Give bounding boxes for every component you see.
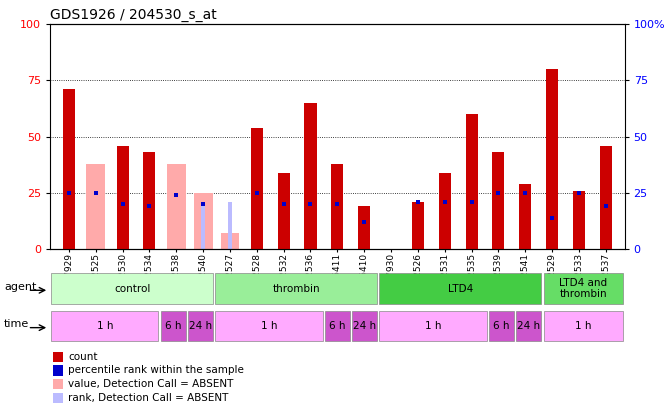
Bar — [201, 207, 205, 249]
Bar — [86, 164, 105, 249]
Bar — [519, 184, 531, 249]
Bar — [305, 103, 317, 249]
Bar — [379, 311, 487, 341]
Text: time: time — [4, 320, 29, 329]
Text: control: control — [114, 284, 150, 294]
Text: 1 h: 1 h — [261, 321, 277, 331]
Bar — [116, 146, 129, 249]
Text: 1 h: 1 h — [97, 321, 113, 331]
Bar — [53, 352, 63, 362]
Bar — [53, 393, 63, 403]
Bar — [573, 191, 585, 249]
Bar — [194, 193, 212, 249]
Text: 1 h: 1 h — [575, 321, 592, 331]
Bar — [489, 311, 514, 341]
Text: LTD4: LTD4 — [448, 284, 473, 294]
Bar — [188, 311, 213, 341]
Bar — [546, 69, 558, 249]
Bar — [215, 311, 323, 341]
Bar — [144, 152, 156, 249]
Bar — [412, 202, 424, 249]
Text: count: count — [68, 352, 98, 362]
Bar — [53, 379, 63, 389]
Bar — [439, 173, 451, 249]
Bar — [220, 233, 239, 249]
Bar — [250, 128, 263, 249]
Bar — [600, 146, 612, 249]
Text: 24 h: 24 h — [353, 321, 376, 331]
Text: 24 h: 24 h — [517, 321, 540, 331]
Bar — [379, 273, 542, 305]
Bar — [331, 164, 343, 249]
Bar — [215, 273, 377, 305]
Bar — [228, 202, 232, 249]
Bar — [492, 152, 504, 249]
Text: 6 h: 6 h — [165, 321, 182, 331]
Bar — [51, 311, 158, 341]
Text: LTD4 and
thrombin: LTD4 and thrombin — [560, 278, 608, 299]
Bar — [325, 311, 350, 341]
Text: agent: agent — [4, 282, 36, 292]
Bar — [544, 273, 623, 305]
Text: 1 h: 1 h — [425, 321, 442, 331]
Text: 24 h: 24 h — [189, 321, 212, 331]
Text: rank, Detection Call = ABSENT: rank, Detection Call = ABSENT — [68, 393, 228, 403]
Bar — [53, 365, 63, 376]
Bar — [278, 173, 290, 249]
Bar — [544, 311, 623, 341]
Bar — [63, 90, 75, 249]
Bar — [358, 207, 370, 249]
Bar — [516, 311, 542, 341]
Bar — [550, 191, 554, 249]
Text: 6 h: 6 h — [493, 321, 510, 331]
Text: GDS1926 / 204530_s_at: GDS1926 / 204530_s_at — [50, 8, 217, 22]
Bar — [352, 311, 377, 341]
Bar — [160, 311, 186, 341]
Text: percentile rank within the sample: percentile rank within the sample — [68, 365, 244, 375]
Text: value, Detection Call = ABSENT: value, Detection Call = ABSENT — [68, 379, 233, 389]
Bar — [167, 164, 186, 249]
Text: 6 h: 6 h — [329, 321, 345, 331]
Bar — [51, 273, 213, 305]
Bar — [466, 114, 478, 249]
Text: thrombin: thrombin — [273, 284, 320, 294]
